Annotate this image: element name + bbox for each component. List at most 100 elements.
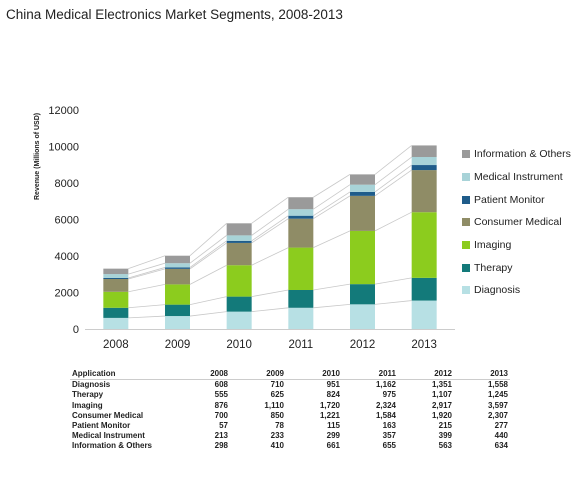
bar-consumer-medical-2011 (288, 218, 314, 248)
table-cell: 625 (270, 390, 284, 400)
bar-therapy-2009 (165, 304, 190, 317)
legend-item: Medical Instrument (462, 166, 571, 189)
legend-label: Information & Others (474, 148, 571, 161)
legend-swatch (462, 195, 470, 204)
connector-line (313, 195, 351, 220)
table-cell: 608 (214, 380, 228, 390)
bar-imaging-2012 (350, 230, 375, 285)
connector-line (251, 218, 289, 244)
connector-line (128, 267, 166, 279)
legend-label: Patient Monitor (474, 193, 545, 206)
bar-imaging-2008 (103, 291, 129, 308)
connector-line (251, 215, 289, 242)
connector-line (189, 240, 227, 268)
bar-consumer-medical-2012 (350, 195, 375, 231)
connector-line (128, 268, 166, 280)
legend-item: Imaging (462, 234, 571, 257)
table-row: Diagnosis 608 710 951 1,162 1,351 1,558 (70, 380, 510, 391)
y-tick-label: 2000 (55, 288, 79, 300)
table-cell: 3,597 (487, 400, 508, 410)
table-cell: 634 (494, 441, 508, 451)
table-cell: 2,307 (487, 410, 508, 420)
connector-line (189, 296, 227, 306)
table-cell: 78 (275, 421, 284, 431)
table-cell: 163 (382, 421, 396, 431)
x-tick-label: 2013 (411, 339, 437, 351)
bar-medical-instrument-2011 (288, 209, 314, 216)
connector-line (374, 164, 412, 193)
connector-line (128, 283, 166, 293)
table-cell: 1,584 (375, 410, 396, 420)
bar-medical-instrument-2009 (165, 263, 190, 268)
x-tick-label: 2010 (226, 339, 252, 351)
bar-therapy-2010 (226, 296, 252, 312)
bar-information-others-2011 (288, 197, 314, 210)
x-tick-label: 2011 (288, 339, 313, 351)
bar-diagnosis-2009 (165, 316, 190, 329)
table-cell: Consumer Medical (72, 410, 144, 420)
table-cell: Diagnosis (72, 380, 111, 390)
table-cell: 1,245 (487, 390, 508, 400)
bar-information-others-2010 (226, 223, 252, 236)
x-tick-label: 2009 (165, 339, 191, 351)
table-header-cell: 2013 (454, 369, 510, 381)
table-cell: Medical Instrument (72, 431, 145, 441)
bar-patient-monitor-2010 (226, 240, 252, 243)
legend-swatch (462, 286, 470, 295)
stacked-bar-chart: 0 2000 4000 6000 8000 10000 12000 2008 2009 2010 2… (48, 105, 455, 351)
bar-consumer-medical-2010 (226, 242, 252, 266)
table-cell: 410 (270, 441, 284, 451)
bar-diagnosis-2012 (350, 304, 375, 329)
bar-medical-instrument-2008 (103, 274, 129, 278)
legend-item: Patient Monitor (462, 188, 571, 211)
connector-line (313, 303, 351, 309)
connector-line (313, 191, 351, 217)
table-cell: 563 (438, 441, 452, 451)
table-cell: 2,324 (375, 400, 396, 410)
bar-diagnosis-2011 (288, 307, 314, 329)
connector-line (374, 300, 412, 305)
connector-line (189, 223, 227, 257)
table-cell: 215 (438, 421, 452, 431)
bar-medical-instrument-2013 (411, 157, 437, 166)
bar-therapy-2012 (350, 284, 375, 305)
table-cell: 213 (214, 431, 228, 441)
bar-information-others-2008 (103, 268, 129, 275)
table-header-cell: Application (70, 369, 174, 381)
y-tick-label: 6000 (55, 215, 79, 227)
connector-line (313, 174, 351, 198)
x-tick-label: 2012 (350, 339, 376, 351)
connector-line (189, 264, 227, 285)
table-cell: Information & Others (72, 441, 153, 451)
connector-line (128, 304, 166, 309)
table-cell: 2,917 (431, 400, 452, 410)
table-cell: 299 (326, 431, 340, 441)
table-header-cell: 2012 (398, 369, 454, 381)
legend-label: Consumer Medical (474, 216, 562, 229)
y-tick-label: 4000 (55, 251, 79, 263)
connector-line (128, 315, 166, 319)
connector-line (313, 184, 351, 210)
bar-diagnosis-2010 (226, 311, 252, 329)
table-row: Information & Others 298 410 661 655 563 634 (70, 441, 510, 451)
connector-line (251, 208, 289, 236)
legend-item: Diagnosis (462, 279, 571, 302)
bar-diagnosis-2008 (103, 317, 129, 329)
table-cell: 710 (270, 380, 284, 390)
table-cell: 1,221 (319, 410, 340, 420)
y-tick-label: 0 (73, 324, 79, 336)
table-cell: 440 (494, 431, 508, 441)
table-cell: 1,351 (431, 380, 452, 390)
table-cell: 655 (382, 441, 396, 451)
connector-line (251, 307, 289, 313)
bar-consumer-medical-2013 (411, 170, 437, 213)
bar-information-others-2013 (411, 145, 437, 158)
table-cell: 298 (214, 441, 228, 451)
table-cell: 555 (214, 390, 228, 400)
legend-item: Consumer Medical (462, 211, 571, 234)
connector-line (251, 196, 289, 224)
table-cell: Patient Monitor (72, 421, 131, 431)
legend-swatch (462, 173, 470, 182)
connector-line (251, 247, 289, 266)
bar-therapy-2011 (288, 289, 314, 308)
